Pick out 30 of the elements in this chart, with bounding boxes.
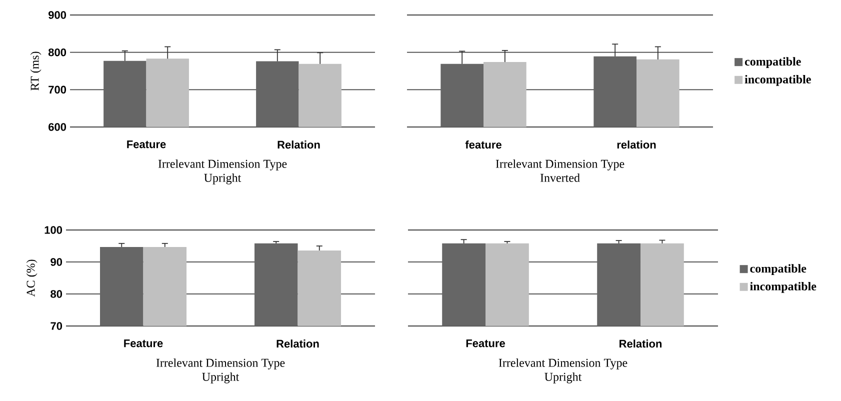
x-tick-label: feature [465,140,502,149]
y-tick-label: 70 [50,322,62,330]
y-tick-label: 100 [44,226,62,234]
legend-label: compatible [750,264,806,276]
y-tick-label: 600 [48,123,66,131]
x-axis-title: Irrelevant Dimension Type [496,159,624,170]
y-axis-title: RT (ms) [30,52,42,90]
x-tick-label: Feature [466,340,505,348]
y-tick-label: 90 [50,258,62,266]
y-tick-label: 900 [48,11,66,19]
legend-label: incompatible [750,282,816,293]
legend-label: incompatible [744,74,811,86]
x-tick-label: Relation [276,340,319,348]
text: Inverted [540,173,580,182]
y-axis-title: AC (%) [26,260,38,297]
x-axis-title: Irrelevant Dimension Type [158,159,287,170]
x-tick-label: Feature [127,140,166,148]
y-tick-label: 80 [50,290,62,298]
text: Upright [202,372,240,384]
text: Upright [544,372,582,384]
x-tick-label: Relation [620,340,662,348]
text: Upright [204,173,242,184]
x-axis-title: Irrelevant Dimension Type [498,358,628,370]
legend-label: compatible [744,57,801,68]
x-tick-label: Feature [124,340,163,348]
x-tick-label: relation [617,140,656,149]
y-tick-label: 800 [48,48,66,56]
x-axis-title: Irrelevant Dimension Type [156,358,285,370]
y-tick-label: 700 [48,86,66,94]
x-tick-label: Relation [278,140,320,149]
